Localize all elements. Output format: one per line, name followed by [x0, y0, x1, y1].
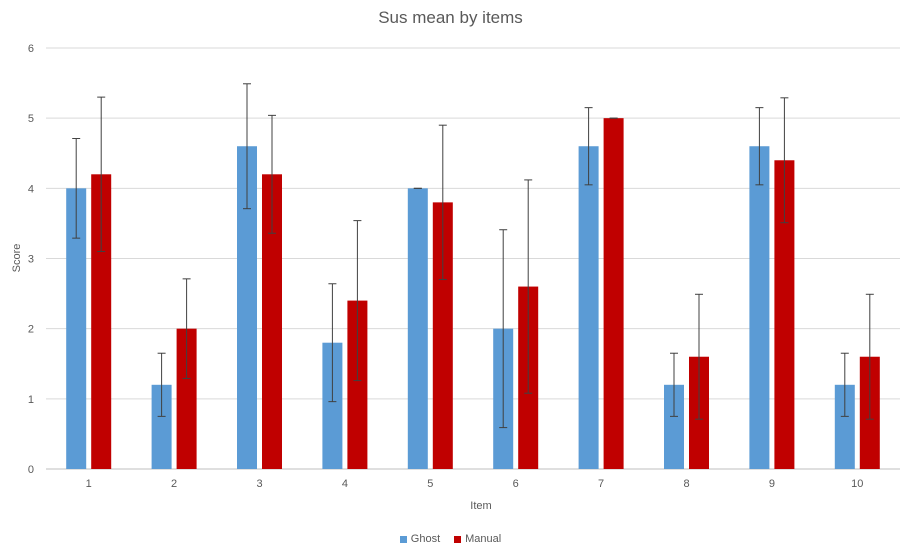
y-tick-label: 1: [28, 394, 34, 406]
x-tick-label: 7: [598, 478, 604, 490]
chart-title: Sus mean by items: [378, 8, 523, 27]
legend-swatch: [454, 535, 462, 543]
x-tick-label: 9: [769, 478, 775, 490]
x-tick-label: 3: [256, 478, 262, 490]
y-tick-label: 0: [28, 464, 34, 476]
legend: Ghost Manual: [0, 533, 901, 545]
gridlines: [46, 47, 900, 470]
bar-ghost-1: [66, 188, 87, 470]
x-tick-label: 10: [851, 478, 863, 490]
bar-ghost-9: [749, 146, 770, 469]
bar-ghost-4: [322, 342, 343, 469]
bar-chart: 0 1 2 3 4 5 6 1 2 3 4 5 6 7 8 9 10 Score Item: [11, 43, 900, 512]
bar-ghost-3: [237, 146, 257, 469]
x-tick-label: 1: [86, 478, 92, 490]
x-tick-label: 6: [513, 478, 519, 490]
x-tick-label: 5: [427, 478, 433, 490]
bar-ghost-5: [407, 188, 428, 470]
y-axis-title: Score: [11, 244, 23, 273]
y-tick-label: 4: [28, 183, 34, 195]
legend-label: Ghost: [410, 533, 441, 545]
bar-manual-4: [347, 300, 368, 469]
bar-ghost-7: [578, 146, 599, 469]
bar-manual-5: [432, 202, 453, 469]
y-tick-label: 5: [28, 113, 34, 125]
legend-item-ghost: Ghost: [399, 533, 441, 545]
x-axis-title: Item: [470, 500, 491, 512]
bar-ghost-10: [834, 384, 855, 469]
bar-manual-2: [176, 328, 197, 469]
y-tick-label: 3: [28, 254, 34, 266]
x-tick-label: 2: [171, 478, 177, 490]
legend-swatch: [399, 535, 407, 543]
y-axis-ticks: 0 1 2 3 4 5 6: [28, 43, 34, 476]
y-tick-label: 6: [28, 43, 34, 55]
x-axis-ticks: 1 2 3 4 5 6 7 8 9 10: [86, 478, 864, 490]
bar-manual-3: [262, 174, 282, 470]
bar-manual-1: [91, 174, 112, 470]
bar-ghost-8: [664, 384, 684, 469]
bar-manual-9: [774, 160, 795, 469]
bar-ghost-2: [151, 384, 172, 469]
x-tick-label: 4: [342, 478, 348, 490]
legend-label: Manual: [465, 533, 502, 545]
y-tick-label: 2: [28, 324, 34, 336]
x-tick-label: 8: [683, 478, 689, 490]
bars: [66, 118, 880, 470]
bar-manual-7: [603, 118, 624, 470]
legend-item-manual: Manual: [454, 533, 501, 545]
error-bars: [72, 83, 874, 429]
